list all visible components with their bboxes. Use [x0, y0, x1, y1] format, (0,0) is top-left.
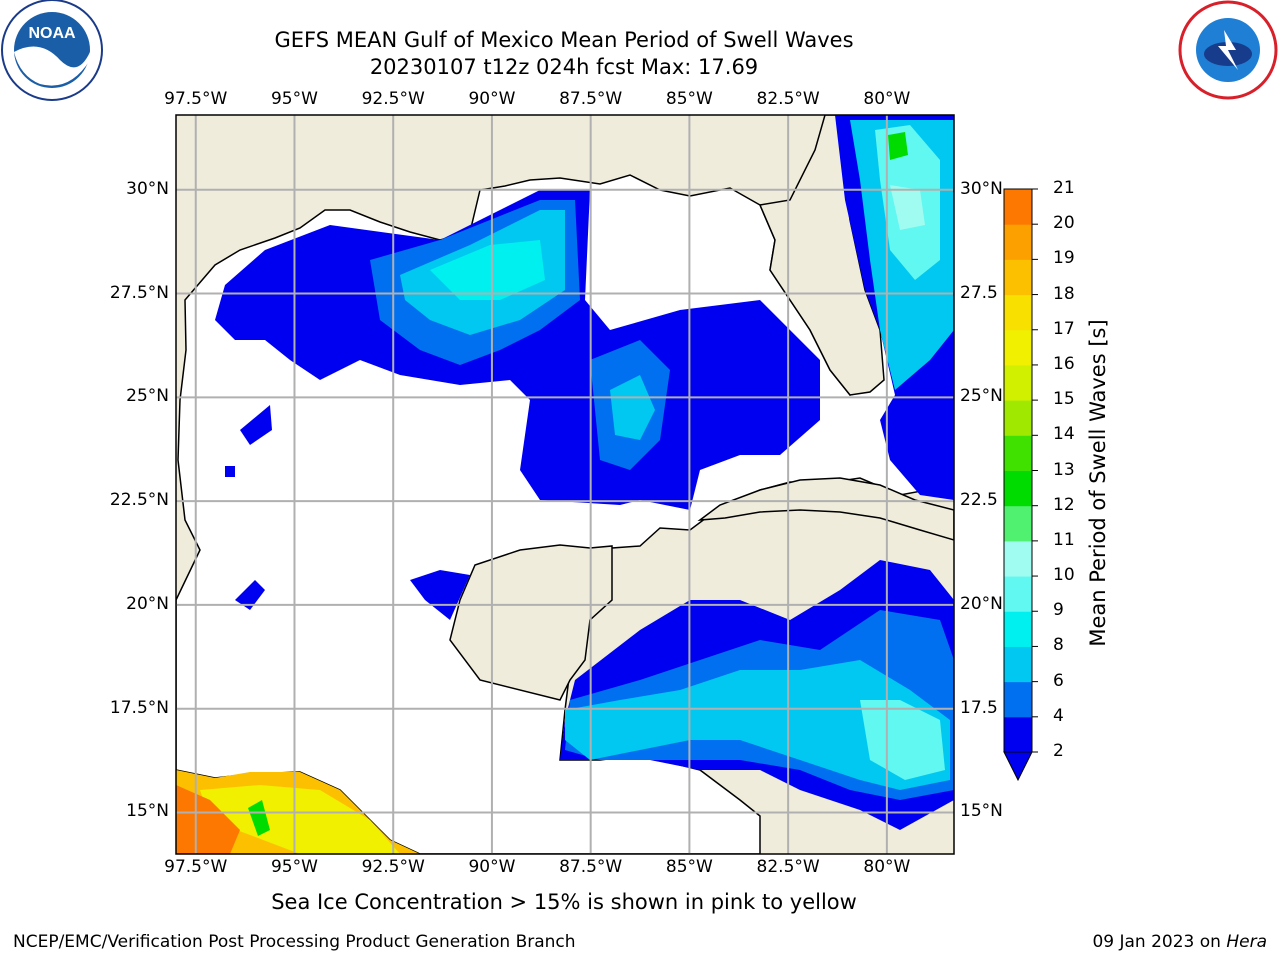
colorbar-segment	[1004, 364, 1032, 401]
lat-tick-label: 30°N	[960, 178, 1003, 199]
colorbar-tick-label: 17	[1053, 318, 1075, 339]
colorbar-tick-label: 20	[1053, 213, 1075, 234]
lon-tick-label: 82.5°W	[756, 857, 820, 877]
swell-contour-region	[240, 405, 272, 445]
lat-tick-label: 27.5	[960, 282, 998, 303]
swell-contour-region	[610, 375, 655, 440]
swell-contour-region	[200, 785, 400, 854]
lon-tick-label: 85°W	[665, 857, 713, 877]
colorbar-segment	[1004, 400, 1032, 436]
colorbar-tick-label: 8	[1053, 635, 1064, 656]
swell-contour-region	[860, 700, 945, 780]
footer-machine: Hera	[1226, 932, 1267, 952]
swell-contour-region	[248, 800, 270, 836]
lon-tick-label: 80°W	[863, 89, 911, 109]
colorbar-tick-label: 12	[1053, 494, 1075, 515]
colorbar-tick-label: 14	[1053, 424, 1075, 445]
swell-contour-region	[410, 570, 470, 620]
swell-contour-region	[215, 190, 820, 510]
chart-subtitle: 20230107 t12z 024h fcst Max: 17.69	[369, 55, 759, 79]
noaa-logo-text: NOAA	[28, 25, 76, 42]
colorbar-tick-label: 6	[1053, 670, 1064, 691]
colorbar-tick-label: 2	[1053, 741, 1064, 761]
map-frame	[175, 114, 955, 855]
swell-contour-region	[225, 466, 235, 477]
sea-ice-note: Sea Ice Concentration > 15% is shown in …	[271, 890, 857, 914]
colorbar-title: Mean Period of Swell Waves [s]	[1086, 319, 1110, 647]
colorbar-segment	[1004, 611, 1032, 647]
colorbar-tick-label: 18	[1053, 283, 1075, 304]
colorbar-segment	[1004, 576, 1032, 612]
lon-tick-label: 97.5°W	[164, 89, 228, 109]
swell-contour-region	[888, 132, 908, 160]
colorbar-tick-label: 10	[1053, 565, 1075, 586]
lat-tick-label: 22.5	[960, 490, 998, 511]
colorbar-segment	[1004, 505, 1032, 542]
lat-tick-label: 20°N	[960, 593, 1003, 614]
colorbar-segment	[1004, 189, 1032, 225]
lat-tick-label: 15°N	[960, 801, 1003, 822]
lon-tick-label: 87.5°W	[559, 89, 623, 109]
lat-tick-label: 20°N	[126, 593, 169, 614]
swell-contour-region	[235, 580, 265, 610]
colorbar-segment	[1004, 224, 1032, 260]
lat-tick-label: 22.5°N	[109, 490, 169, 511]
colorbar-tick-label: 16	[1053, 353, 1075, 374]
footer-date-text: 09 Jan 2023 on	[1092, 932, 1227, 952]
nws-logo	[1178, 0, 1278, 100]
lon-tick-label: 92.5°W	[361, 857, 425, 877]
colorbar-segment	[1004, 435, 1032, 471]
lat-tick-label: 17.5	[960, 697, 998, 718]
colorbar-tick-label: 13	[1053, 459, 1075, 480]
colorbar-tick-label: 21	[1053, 178, 1075, 198]
lon-tick-label: 90°W	[468, 857, 516, 877]
lat-tick-label: 30°N	[126, 178, 169, 199]
swell-contour-region	[565, 660, 950, 790]
colorbar-segment	[1004, 716, 1032, 753]
colorbar-segment	[1004, 646, 1032, 683]
footer-date: 09 Jan 2023 on Hera	[1092, 932, 1267, 952]
colorbar-tick-label: 4	[1053, 705, 1064, 726]
colorbar-tick-label: 19	[1053, 248, 1075, 269]
noaa-logo: NOAA	[1, 0, 103, 101]
colorbar-extend-arrow	[1003, 751, 1033, 782]
colorbar-segment	[1004, 329, 1032, 366]
colorbar-segment	[1004, 470, 1032, 507]
lon-tick-label: 90°W	[468, 89, 516, 109]
colorbar-tick-label: 15	[1053, 389, 1075, 410]
colorbar-segment	[1004, 259, 1032, 296]
colorbar-tick-label: 9	[1053, 600, 1064, 621]
swell-contour-region	[890, 185, 925, 230]
swell-contour-region	[176, 785, 240, 854]
lon-tick-label: 82.5°W	[756, 89, 820, 109]
lat-tick-label: 17.5°N	[109, 697, 169, 718]
lat-tick-label: 25°N	[960, 386, 1003, 407]
colorbar-segment	[1004, 294, 1032, 331]
lon-tick-label: 95°W	[270, 857, 318, 877]
colorbar-segment	[1004, 540, 1032, 577]
lon-tick-label: 95°W	[270, 89, 318, 109]
colorbar-tick-label: 11	[1053, 529, 1075, 550]
lat-tick-label: 15°N	[126, 801, 169, 822]
swell-contour-region	[430, 240, 545, 300]
lat-tick-label: 25°N	[126, 386, 169, 407]
lon-tick-label: 87.5°W	[559, 857, 623, 877]
yucatan-peninsula	[449, 544, 613, 701]
lat-tick-label: 27.5°N	[109, 282, 169, 303]
lon-tick-label: 97.5°W	[164, 857, 228, 877]
lon-tick-label: 80°W	[863, 857, 911, 877]
lon-tick-label: 92.5°W	[361, 89, 425, 109]
colorbar-segment	[1004, 681, 1032, 718]
footer-branch: NCEP/EMC/Verification Post Processing Pr…	[13, 932, 576, 952]
cuba-island	[697, 477, 954, 541]
chart-title: GEFS MEAN Gulf of Mexico Mean Period of …	[274, 28, 854, 52]
lon-tick-label: 85°W	[665, 89, 713, 109]
